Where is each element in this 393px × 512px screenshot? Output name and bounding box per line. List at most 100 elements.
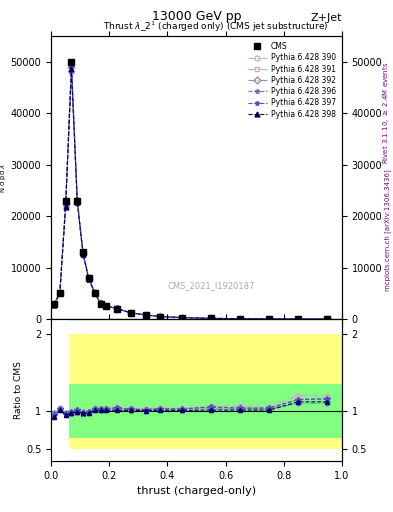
Pythia 6.428 397 [325, 316, 330, 322]
Pythia 6.428 396 [238, 315, 242, 322]
Pythia 6.428 390 [143, 312, 148, 318]
Pythia 6.428 396 [296, 316, 301, 322]
Pythia 6.428 397 [98, 300, 103, 306]
Pythia 6.428 392 [325, 316, 330, 322]
Pythia 6.428 396 [69, 61, 74, 67]
Pythia 6.428 392 [81, 250, 85, 257]
Pythia 6.428 396 [57, 290, 62, 296]
Pythia 6.428 391 [209, 315, 213, 322]
Line: Pythia 6.428 397: Pythia 6.428 397 [51, 61, 331, 323]
Pythia 6.428 396 [158, 313, 163, 319]
Pythia 6.428 390 [92, 289, 97, 295]
Pythia 6.428 390 [158, 313, 163, 319]
Pythia 6.428 391 [238, 315, 242, 322]
Pythia 6.428 398 [296, 316, 301, 322]
Pythia 6.428 391 [98, 300, 103, 306]
Pythia 6.428 398 [75, 199, 80, 205]
Pythia 6.428 396 [209, 315, 213, 322]
Pythia 6.428 392 [51, 301, 56, 307]
Pythia 6.428 392 [104, 303, 109, 309]
Pythia 6.428 397 [57, 290, 62, 296]
Pythia 6.428 391 [296, 316, 301, 322]
Pythia 6.428 390 [98, 300, 103, 306]
Pythia 6.428 396 [75, 197, 80, 203]
Line: Pythia 6.428 392: Pythia 6.428 392 [51, 65, 330, 322]
Pythia 6.428 397 [238, 315, 242, 322]
Pythia 6.428 390 [69, 69, 74, 75]
Pythia 6.428 397 [114, 305, 119, 311]
Y-axis label: Ratio to CMS: Ratio to CMS [14, 361, 23, 419]
Pythia 6.428 398 [143, 312, 148, 318]
Text: Rivet 3.1.10, $\geq$ 2.4M events: Rivet 3.1.10, $\geq$ 2.4M events [381, 61, 391, 164]
Pythia 6.428 390 [180, 314, 184, 321]
Pythia 6.428 397 [75, 197, 80, 203]
Pythia 6.428 392 [57, 290, 62, 296]
Pythia 6.428 397 [69, 61, 74, 67]
Text: Z+Jet: Z+Jet [310, 13, 342, 23]
Pythia 6.428 398 [238, 316, 242, 322]
Pythia 6.428 398 [69, 66, 74, 72]
Pythia 6.428 390 [267, 316, 272, 322]
Pythia 6.428 390 [209, 315, 213, 322]
Pythia 6.428 392 [267, 316, 272, 322]
Pythia 6.428 390 [325, 316, 330, 322]
Pythia 6.428 390 [63, 203, 68, 209]
Pythia 6.428 390 [296, 316, 301, 322]
Pythia 6.428 396 [86, 275, 91, 282]
Pythia 6.428 392 [98, 301, 103, 307]
Pythia 6.428 397 [51, 302, 56, 308]
Pythia 6.428 397 [143, 312, 148, 318]
Pythia 6.428 391 [57, 289, 62, 295]
Pythia 6.428 390 [114, 305, 119, 311]
Line: Pythia 6.428 398: Pythia 6.428 398 [51, 67, 330, 322]
Pythia 6.428 397 [158, 313, 163, 319]
Pythia 6.428 391 [63, 203, 68, 209]
Pythia 6.428 392 [143, 312, 148, 318]
Text: 13000 GeV pp: 13000 GeV pp [152, 10, 241, 23]
Pythia 6.428 397 [92, 290, 97, 296]
Pythia 6.428 391 [81, 252, 85, 258]
Pythia 6.428 392 [92, 290, 97, 296]
Pythia 6.428 398 [86, 276, 91, 282]
Pythia 6.428 398 [51, 302, 56, 308]
Pythia 6.428 398 [104, 303, 109, 309]
Pythia 6.428 396 [92, 290, 97, 296]
Pythia 6.428 398 [158, 313, 163, 319]
Pythia 6.428 396 [129, 310, 134, 316]
Pythia 6.428 392 [238, 316, 242, 322]
Pythia 6.428 396 [51, 302, 56, 308]
Pythia 6.428 397 [104, 303, 109, 309]
Pythia 6.428 396 [81, 251, 85, 257]
Pythia 6.428 397 [63, 202, 68, 208]
Pythia 6.428 392 [63, 200, 68, 206]
Pythia 6.428 397 [180, 314, 184, 321]
Pythia 6.428 397 [129, 310, 134, 316]
Pythia 6.428 398 [63, 204, 68, 210]
Pythia 6.428 398 [325, 316, 330, 322]
Pythia 6.428 392 [180, 314, 184, 321]
Pythia 6.428 390 [57, 289, 62, 295]
Y-axis label: $\frac{1}{\mathrm{N}}\,\frac{\mathrm{d}\,\mathrm{N}}{\mathrm{d}\,\mathrm{p}\,\ma: $\frac{1}{\mathrm{N}}\,\frac{\mathrm{d}\… [0, 162, 8, 193]
Pythia 6.428 397 [267, 316, 272, 322]
Pythia 6.428 390 [81, 252, 85, 258]
Pythia 6.428 392 [69, 63, 74, 70]
Pythia 6.428 392 [75, 199, 80, 205]
Pythia 6.428 392 [158, 313, 163, 319]
Pythia 6.428 392 [129, 310, 134, 316]
Pythia 6.428 391 [325, 316, 330, 322]
Pythia 6.428 398 [129, 310, 134, 316]
Text: Thrust $\lambda$_2$^1$ (charged only) (CMS jet substructure): Thrust $\lambda$_2$^1$ (charged only) (C… [103, 20, 329, 34]
Pythia 6.428 398 [98, 301, 103, 307]
Pythia 6.428 391 [75, 200, 80, 206]
Pythia 6.428 391 [114, 305, 119, 311]
Pythia 6.428 391 [180, 314, 184, 321]
Pythia 6.428 397 [86, 275, 91, 282]
Pythia 6.428 392 [209, 315, 213, 322]
Pythia 6.428 391 [69, 69, 74, 75]
Pythia 6.428 396 [63, 202, 68, 208]
Pythia 6.428 391 [51, 302, 56, 308]
Pythia 6.428 396 [180, 314, 184, 321]
Pythia 6.428 398 [57, 290, 62, 296]
Pythia 6.428 398 [81, 251, 85, 258]
Line: Pythia 6.428 396: Pythia 6.428 396 [51, 61, 331, 323]
